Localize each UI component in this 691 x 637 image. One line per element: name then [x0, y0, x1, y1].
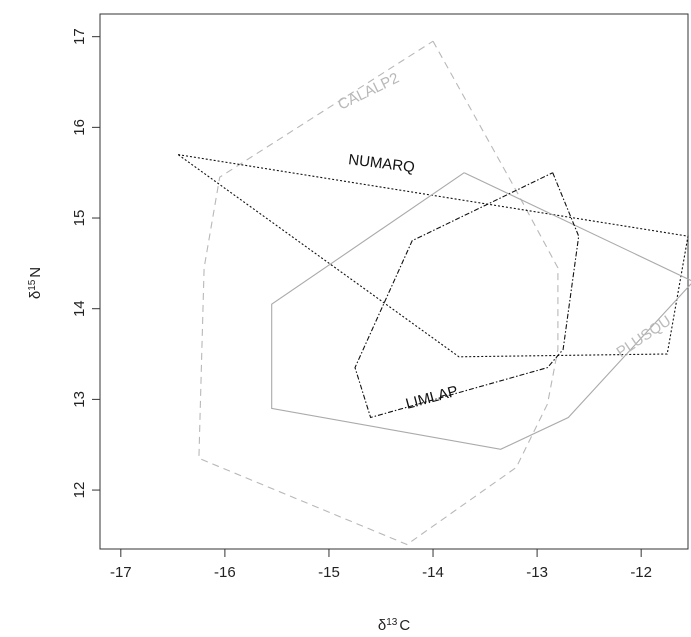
y-tick-label: 15 [71, 210, 88, 227]
y-axis-symbol: δ [27, 291, 44, 299]
y-axis-unit: N [27, 267, 44, 278]
plot-frame [99, 13, 689, 550]
y-tick-label: 17 [71, 28, 88, 45]
polygon-label-calalp2: CALALP2 [335, 69, 402, 113]
y-tick-label: 13 [71, 391, 88, 408]
y-tick-label: 12 [71, 482, 88, 499]
polygon-label-layer: CALALP2 NUMARQ PLUSQU LIMLAP [335, 69, 674, 412]
x-tick-label: -14 [422, 564, 444, 581]
polygon-calalp2 [198, 40, 559, 546]
x-axis-symbol: δ [378, 617, 386, 634]
y-axis-superscript: 15 [27, 279, 38, 291]
x-axis-unit: C [399, 617, 410, 634]
y-tick-label: 14 [71, 300, 88, 317]
x-tick-label: -17 [110, 564, 132, 581]
x-axis: -17 -16 -15 -14 -13 -12 [110, 549, 652, 581]
x-tick-label: -13 [526, 564, 548, 581]
polygon-plusqu [271, 172, 691, 450]
x-axis-superscript: 13 [386, 617, 398, 628]
x-axis-title: δ13 C [378, 617, 410, 635]
polygon-label-limlap: LIMLAP [404, 383, 460, 413]
x-tick-label: -15 [318, 564, 340, 581]
polygon-numarq [177, 154, 689, 358]
y-axis-title: δ15N [27, 267, 45, 299]
polygon-limlap [354, 172, 580, 419]
y-tick-label: 16 [71, 119, 88, 136]
polygon-label-plusqu: PLUSQU [614, 312, 675, 361]
polygon-layer [177, 40, 691, 546]
x-tick-label: -12 [630, 564, 652, 581]
polygon-label-numarq: NUMARQ [347, 151, 415, 176]
y-axis: 12 13 14 15 16 17 [71, 28, 100, 498]
x-tick-label: -16 [214, 564, 236, 581]
